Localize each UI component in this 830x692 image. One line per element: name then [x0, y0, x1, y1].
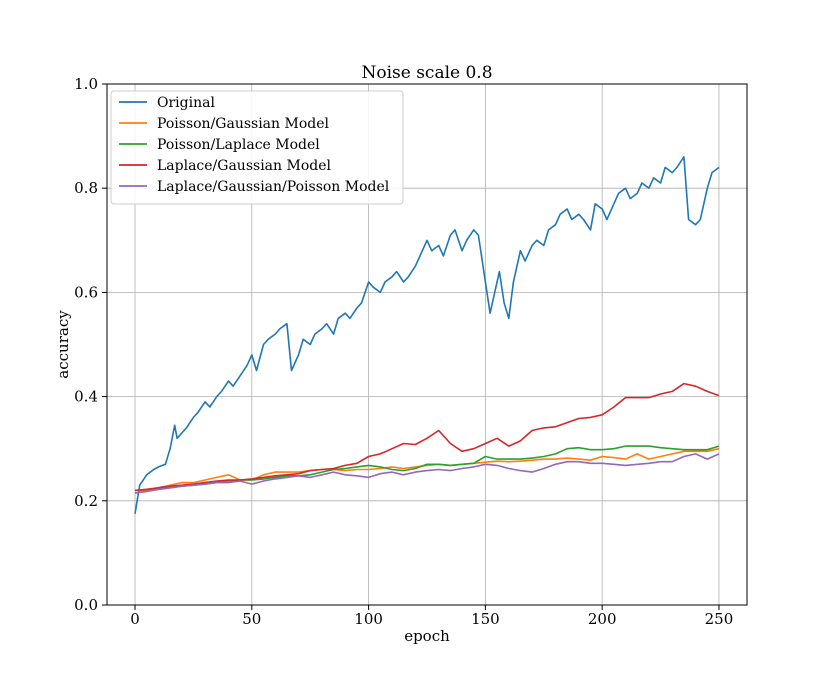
y-tick-label: 0.4 [74, 388, 98, 406]
y-tick-label: 0.6 [74, 283, 98, 301]
x-tick-label: 100 [354, 610, 383, 628]
y-tick-label: 0.0 [74, 596, 98, 614]
x-axis-label: epoch [404, 627, 450, 645]
series-line-1 [134, 156, 720, 514]
legend-label: Poisson/Laplace Model [157, 137, 320, 153]
series-line-2 [135, 447, 720, 492]
legend-label: Laplace/Gaussian Model [157, 158, 331, 174]
y-tick-label: 0.2 [74, 492, 98, 510]
y-axis-label: accuracy [54, 310, 72, 379]
series-lines [134, 156, 720, 514]
legend-label: Laplace/Gaussian/Poisson Model [157, 179, 390, 195]
x-tick-label: 50 [242, 610, 261, 628]
plot-frame [106, 83, 748, 606]
x-tick-label: 0 [130, 610, 140, 628]
legend: Original Poisson/Gaussian Model Poisson/La… [110, 90, 404, 205]
y-tick-label: 1.0 [74, 75, 98, 93]
legend-box [110, 90, 404, 205]
y-axis: 0.0 0.2 0.4 0.6 0.8 1.0 [74, 75, 107, 614]
legend-label: Original [157, 95, 215, 111]
x-axis: 0 50 100 150 200 250 [130, 605, 733, 628]
series-line-5 [134, 453, 720, 494]
x-tick-label: 150 [471, 610, 500, 628]
x-tick-label: 200 [588, 610, 617, 628]
x-tick-label: 250 [705, 610, 734, 628]
chart-title: Noise scale 0.8 [361, 63, 492, 83]
series-line-4 [134, 382, 720, 492]
y-tick-label: 0.8 [74, 179, 98, 197]
legend-label: Poisson/Gaussian Model [157, 116, 330, 132]
